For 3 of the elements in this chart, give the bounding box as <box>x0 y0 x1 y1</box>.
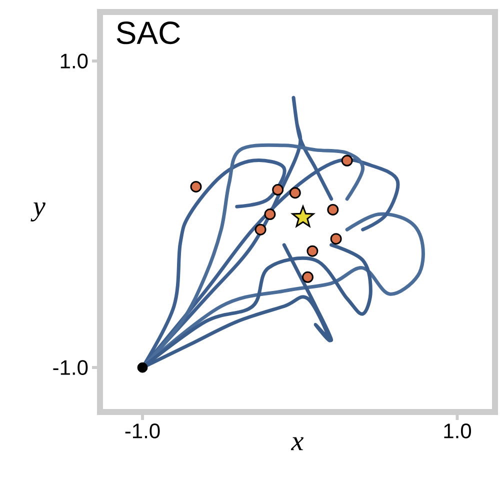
y-axis-title: y <box>30 202 46 222</box>
chart-title: SAC <box>116 22 180 44</box>
x-axis-title: x <box>290 437 304 450</box>
